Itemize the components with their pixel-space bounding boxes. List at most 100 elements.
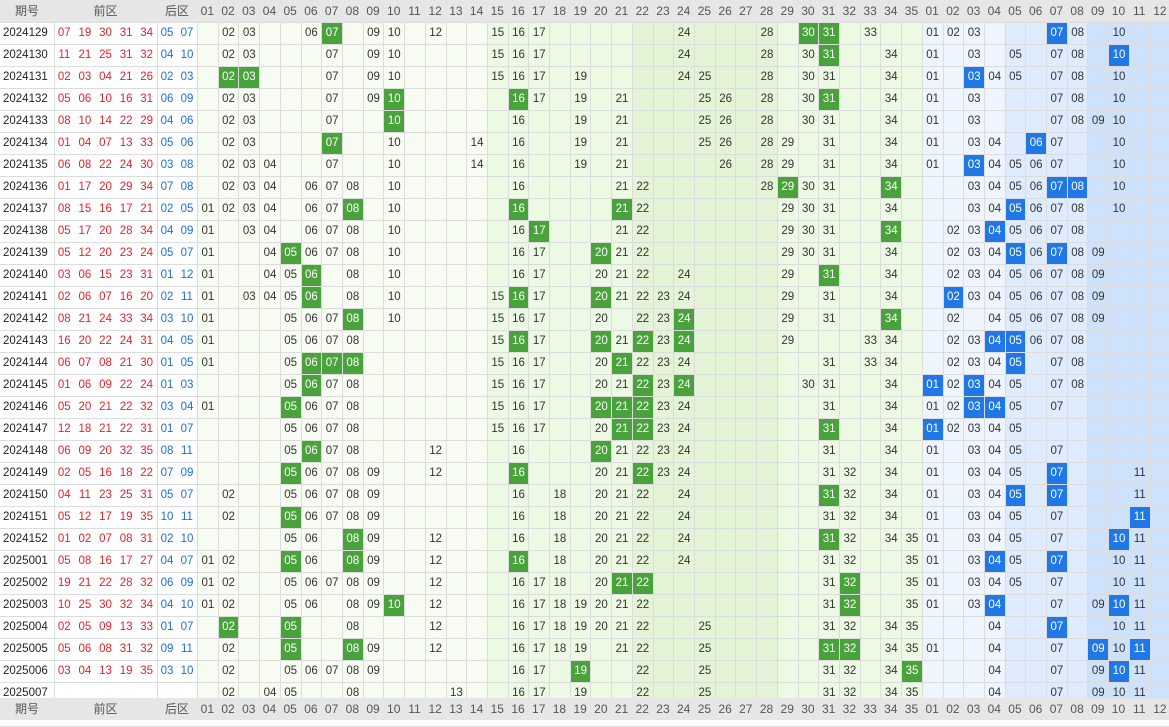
back-dist-cell[interactable]: 03 <box>967 203 981 215</box>
back-dist-cell[interactable]: 03 <box>967 225 981 237</box>
front-dist-cell[interactable]: 26 <box>719 115 732 127</box>
front-dist-cell[interactable]: 18 <box>553 533 567 545</box>
bottom-front-col-04[interactable]: 04 <box>259 698 280 720</box>
front-dist-cell[interactable]: 34 <box>884 247 898 259</box>
front-dist-cell[interactable]: 21 <box>615 555 629 567</box>
back-dist-cell[interactable]: 07 <box>1050 159 1064 171</box>
back-dist-cell[interactable]: 10 <box>1112 27 1126 39</box>
front-dist-cell[interactable]: 17 <box>532 643 546 655</box>
bottom-front-col-03[interactable]: 03 <box>238 698 260 720</box>
period-cell[interactable]: 2024145 <box>3 379 48 391</box>
back-hit-cell[interactable]: 07 <box>1047 243 1067 264</box>
back-dist-cell[interactable]: 05 <box>1009 555 1022 567</box>
back-dist-cell[interactable]: 01 <box>926 71 940 83</box>
back-dist-cell[interactable]: 06 <box>1029 291 1043 303</box>
front-dist-cell[interactable]: 24 <box>677 357 691 369</box>
back-dist-cell[interactable]: 09 <box>1091 599 1105 611</box>
front-dist-cell[interactable]: 23 <box>657 335 670 347</box>
bottom-front-col-26[interactable]: 26 <box>714 698 736 720</box>
front-dist-cell[interactable]: 07 <box>325 247 339 259</box>
back-dist-cell[interactable]: 04 <box>988 357 1002 369</box>
back-dist-cell[interactable]: 04 <box>988 313 1002 325</box>
back-dist-cell[interactable]: 02 <box>946 247 960 259</box>
back-dist-cell[interactable]: 04 <box>988 423 1002 435</box>
front-dist-cell[interactable]: 25 <box>698 643 712 655</box>
front-dist-cell[interactable]: 09 <box>367 665 380 677</box>
front-dist-cell[interactable]: 31 <box>822 467 836 479</box>
front-dist-cell[interactable]: 31 <box>822 599 836 611</box>
front-dist-cell[interactable]: 19 <box>574 93 588 105</box>
front-dist-cell[interactable]: 17 <box>532 247 546 259</box>
front-dist-cell[interactable]: 10 <box>387 291 401 303</box>
bottom-front-col-28[interactable]: 28 <box>756 698 777 720</box>
front-hit-cell[interactable]: 22 <box>632 375 653 396</box>
front-dist-cell[interactable]: 28 <box>760 27 774 39</box>
front-dist-cell[interactable]: 20 <box>594 423 608 435</box>
back-dist-cell[interactable]: 08 <box>1071 203 1084 215</box>
back-dist-cell[interactable]: 10 <box>1112 159 1126 171</box>
front-hit-cell[interactable]: 02 <box>218 67 239 88</box>
front-dist-cell[interactable]: 08 <box>346 621 360 633</box>
back-dist-cell[interactable]: 06 <box>1029 159 1043 171</box>
back-hit-cell[interactable]: 02 <box>943 287 964 308</box>
front-dist-cell[interactable]: 04 <box>263 687 277 699</box>
back-dist-cell[interactable]: 03 <box>967 511 981 523</box>
front-hit-cell[interactable]: 20 <box>591 243 612 264</box>
top-front-col-33[interactable]: 33 <box>859 0 881 22</box>
top-back-col-05[interactable]: 05 <box>1004 0 1026 22</box>
back-hit-cell[interactable]: 06 <box>1026 133 1047 154</box>
front-dist-cell[interactable]: 08 <box>346 379 360 391</box>
front-dist-cell[interactable]: 04 <box>263 181 277 193</box>
front-dist-cell[interactable]: 21 <box>615 489 629 501</box>
front-dist-cell[interactable]: 31 <box>822 379 836 391</box>
front-dist-cell[interactable]: 31 <box>822 687 836 699</box>
front-dist-cell[interactable]: 02 <box>222 599 235 611</box>
front-dist-cell[interactable]: 01 <box>201 577 215 589</box>
front-dist-cell[interactable]: 21 <box>615 467 629 479</box>
front-dist-cell[interactable]: 16 <box>512 621 525 633</box>
front-dist-cell[interactable]: 09 <box>367 489 380 501</box>
back-dist-cell[interactable]: 08 <box>1071 313 1084 325</box>
bottom-front-col-17[interactable]: 17 <box>528 698 550 720</box>
front-dist-cell[interactable]: 07 <box>325 335 339 347</box>
front-dist-cell[interactable]: 25 <box>698 71 712 83</box>
front-dist-cell[interactable]: 12 <box>429 27 443 39</box>
front-dist-cell[interactable]: 17 <box>532 49 546 61</box>
front-dist-cell[interactable]: 01 <box>201 269 215 281</box>
front-dist-cell[interactable]: 23 <box>657 313 670 325</box>
back-hit-cell[interactable]: 07 <box>1047 463 1067 484</box>
front-dist-cell[interactable]: 08 <box>346 401 360 413</box>
front-dist-cell[interactable]: 29 <box>781 159 795 171</box>
front-dist-cell[interactable]: 08 <box>346 599 360 611</box>
front-dist-cell[interactable]: 08 <box>346 445 360 457</box>
front-dist-cell[interactable]: 10 <box>387 71 401 83</box>
back-dist-cell[interactable]: 04 <box>988 687 1002 699</box>
front-hit-cell[interactable]: 21 <box>612 397 632 418</box>
period-cell[interactable]: 2025003 <box>3 599 48 611</box>
front-hit-cell[interactable]: 05 <box>280 507 301 528</box>
front-dist-cell[interactable]: 01 <box>201 357 215 369</box>
front-dist-cell[interactable]: 03 <box>242 93 256 105</box>
front-dist-cell[interactable]: 23 <box>657 291 670 303</box>
front-dist-cell[interactable]: 10 <box>387 247 401 259</box>
bottom-front-col-01[interactable]: 01 <box>197 698 218 720</box>
front-hit-cell[interactable]: 06 <box>301 375 322 396</box>
front-dist-cell[interactable]: 30 <box>802 247 815 259</box>
front-dist-cell[interactable]: 05 <box>284 687 298 699</box>
front-dist-cell[interactable]: 10 <box>387 181 401 193</box>
period-cell[interactable]: 2025006 <box>3 665 48 677</box>
bottom-front-col-24[interactable]: 24 <box>673 698 695 720</box>
front-dist-cell[interactable]: 02 <box>222 665 235 677</box>
front-dist-cell[interactable]: 34 <box>884 665 898 677</box>
front-dist-cell[interactable]: 20 <box>594 467 608 479</box>
front-dist-cell[interactable]: 06 <box>305 181 318 193</box>
back-dist-cell[interactable]: 01 <box>926 159 940 171</box>
front-dist-cell[interactable]: 28 <box>760 49 774 61</box>
back-dist-cell[interactable]: 03 <box>967 467 981 479</box>
front-dist-cell[interactable]: 16 <box>512 269 525 281</box>
front-dist-cell[interactable]: 28 <box>760 181 774 193</box>
front-dist-cell[interactable]: 19 <box>574 115 588 127</box>
back-dist-cell[interactable]: 11 <box>1133 467 1146 479</box>
front-dist-cell[interactable]: 16 <box>512 401 525 413</box>
front-dist-cell[interactable]: 23 <box>657 379 670 391</box>
